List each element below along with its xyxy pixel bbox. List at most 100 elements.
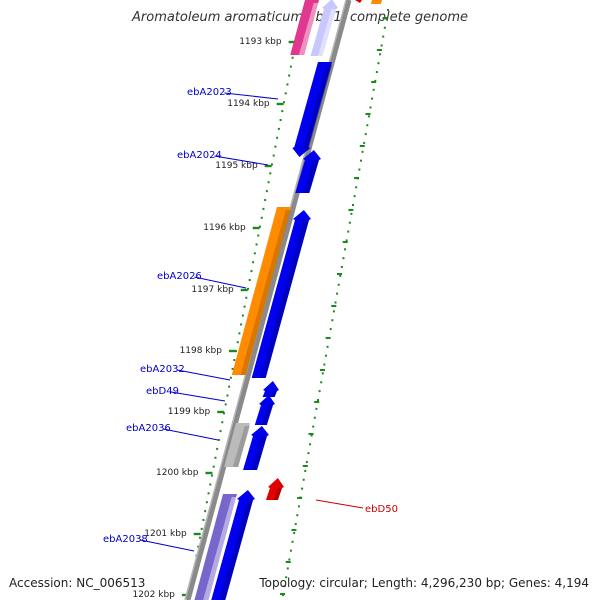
cds-feature-shade [260, 220, 309, 378]
outer-track-dot [301, 487, 304, 490]
misc-feature [194, 494, 237, 600]
lavender-feature [310, 0, 338, 56]
cds-feature-shade [219, 500, 253, 600]
leader-line [163, 428, 219, 441]
inner-track-dot [211, 474, 213, 477]
tick-label: 1194 kbp [227, 99, 270, 109]
outer-track-dot [382, 35, 385, 38]
misc-feature-shade [203, 497, 237, 600]
outer-track-dot [323, 363, 326, 366]
inner-track-dot [223, 412, 225, 415]
outer-track-dot [340, 266, 343, 269]
outer-track-dot [297, 505, 300, 508]
inner-track-dot [219, 430, 222, 433]
far-rna-feature [370, 0, 382, 4]
outer-track-dot [289, 549, 292, 552]
inner-track-dot [259, 225, 261, 228]
lavender-feature-shade [317, 9, 336, 56]
inner-track-dot [224, 403, 227, 406]
pseudo-feature [224, 423, 250, 467]
leader-line [170, 391, 226, 402]
outer-track-dot [288, 558, 291, 561]
feature-label-ebA2026: ebA2026 [157, 271, 202, 282]
outer-track-dot [329, 328, 332, 331]
red-marker-feature [265, 478, 284, 500]
pink-feature [290, 0, 319, 55]
tick-label: 1197 kbp [191, 285, 234, 295]
rna-feature-shade [240, 210, 291, 375]
leader-line [214, 155, 269, 166]
inner-track-dot [265, 190, 268, 193]
outer-track-dot [307, 452, 310, 455]
rna-feature [231, 207, 291, 375]
cds-feature [292, 62, 332, 157]
inner-track-dot [235, 350, 237, 353]
outer-track-dot [332, 310, 335, 313]
outer-track-dot [296, 514, 299, 517]
outer-track-dot [337, 283, 340, 286]
inner-track-dot [209, 483, 212, 486]
inner-track-dot [288, 74, 291, 77]
inner-track-dot [250, 270, 253, 273]
outer-track-dot [372, 88, 375, 91]
inner-track-dot [200, 527, 203, 530]
cds-feature-shade [303, 160, 319, 193]
inner-track-dot [204, 510, 207, 513]
leader-line [177, 369, 231, 381]
outer-track-dot [305, 461, 308, 464]
outer-track-dot [369, 106, 372, 109]
tick-label: 1200 kbp [156, 468, 199, 478]
outer-track-dot [331, 319, 334, 322]
outer-track-dot [355, 186, 358, 189]
inner-track-dot [267, 181, 270, 184]
outer-track-dot [387, 9, 389, 11]
inner-track-dot [253, 252, 256, 255]
tick-label: 1193 kbp [239, 37, 282, 47]
feature-label-ebD50: ebD50 [365, 504, 398, 515]
inner-track-dot [255, 243, 258, 246]
outer-track-dot [361, 150, 364, 153]
red-marker-feature-shade [273, 488, 282, 500]
outer-track-dot [293, 531, 296, 534]
tick-label: 1202 kbp [132, 590, 175, 600]
cds-feature-shade [302, 65, 332, 150]
outer-track-dot [344, 248, 347, 251]
outer-track-dot [347, 230, 350, 233]
inner-track-dot [260, 216, 263, 219]
pseudo-feature-shade [232, 426, 250, 467]
inner-track-dot [247, 287, 249, 290]
inner-track-dot [248, 279, 251, 281]
outer-track-dot [366, 124, 369, 127]
inner-track-dot [238, 332, 241, 335]
inner-track-dot [236, 341, 239, 344]
outer-track-dot [313, 416, 316, 419]
inner-track-dot [217, 439, 220, 441]
outer-track-dot [315, 407, 318, 410]
inner-track-dot [262, 207, 265, 210]
inner-track-dot [197, 545, 200, 548]
inner-track-dot [271, 163, 273, 166]
outer-track-dot [304, 469, 307, 472]
cds-feature-shade [270, 391, 277, 397]
outer-track-dot [358, 168, 361, 171]
tick-labels: 1193 kbp 1194 kbp 1195 kbp 1196 kbp 1197 kbp… [132, 37, 281, 600]
outer-track-dot [324, 354, 327, 357]
tick-label: 1196 kbp [203, 223, 246, 233]
outer-track-dot [294, 523, 297, 526]
outer-track-dot [312, 425, 315, 428]
inner-track-dot [274, 145, 277, 148]
inner-track-dot [233, 359, 236, 361]
outer-track-dot [318, 390, 321, 393]
features [194, 0, 382, 600]
inner-track-dot [281, 110, 284, 113]
inner-track-dot [229, 376, 232, 379]
outer-dotted-track [187, 9, 389, 600]
cds-feature [243, 426, 269, 470]
inner-track-dot [289, 65, 292, 68]
map-title: Aromatoleum aromaticum EbN1, complete ge… [132, 10, 468, 25]
tick-label: 1199 kbp [168, 407, 211, 417]
outer-track-dot [363, 141, 366, 144]
feature-label-ebD49: ebD49 [146, 386, 179, 397]
outer-track-dot [317, 399, 319, 401]
